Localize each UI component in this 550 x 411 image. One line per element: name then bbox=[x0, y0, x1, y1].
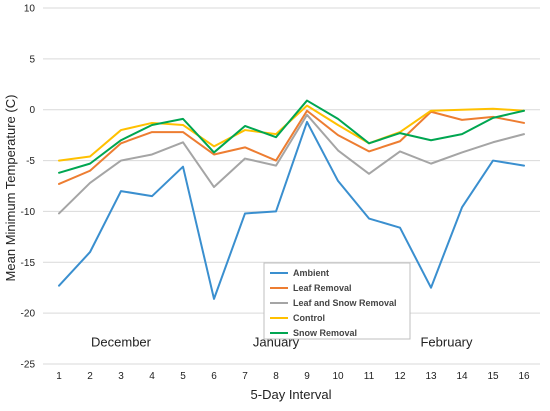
x-tick-label: 14 bbox=[456, 371, 468, 382]
series-line-leaf-removal bbox=[58, 109, 525, 185]
y-tick-label: -25 bbox=[21, 360, 36, 371]
x-tick-label: 3 bbox=[118, 371, 124, 382]
legend-label: Leaf and Snow Removal bbox=[293, 298, 397, 308]
x-tick-label: 6 bbox=[211, 371, 217, 382]
x-tick-label: 2 bbox=[87, 371, 93, 382]
series-line-ambient bbox=[58, 120, 525, 300]
month-label: February bbox=[420, 335, 473, 350]
x-axis-title: 5-Day Interval bbox=[251, 387, 332, 402]
y-tick-label: -10 bbox=[21, 207, 36, 218]
y-tick-label: -20 bbox=[21, 309, 36, 320]
x-tick-label: 11 bbox=[364, 371, 375, 382]
y-tick-label: 10 bbox=[24, 4, 36, 15]
x-tick-label: 5 bbox=[180, 371, 186, 382]
month-label: December bbox=[91, 335, 152, 350]
series-line-leaf-and-snow-removal bbox=[58, 113, 525, 215]
x-tick-label: 13 bbox=[425, 371, 437, 382]
series-line-control bbox=[58, 104, 525, 162]
y-tick-label: 5 bbox=[29, 54, 35, 65]
x-tick-label: 16 bbox=[518, 371, 530, 382]
x-tick-label: 12 bbox=[394, 371, 406, 382]
x-tick-label: 8 bbox=[273, 371, 279, 382]
legend-box bbox=[263, 262, 411, 340]
x-tick-label: 7 bbox=[242, 371, 248, 382]
y-axis-title: Mean Minimum Temperature (C) bbox=[3, 95, 18, 282]
legend-label: Ambient bbox=[293, 268, 329, 278]
x-tick-label: 1 bbox=[56, 371, 62, 382]
y-tick-label: -15 bbox=[21, 258, 36, 269]
legend-label: Control bbox=[293, 313, 325, 323]
legend: Ambient Leaf Removal Leaf and Snow Removal… bbox=[263, 262, 411, 340]
x-tick-label: 10 bbox=[332, 371, 344, 382]
x-tick-label: 15 bbox=[487, 371, 499, 382]
x-tick-label: 4 bbox=[149, 371, 155, 382]
y-tick-label: -5 bbox=[26, 156, 35, 167]
legend-label: Snow Removal bbox=[293, 328, 357, 338]
series-lines bbox=[58, 99, 525, 300]
y-tick-label: 0 bbox=[29, 105, 35, 116]
legend-label: Leaf Removal bbox=[293, 283, 352, 293]
series-line-snow-removal bbox=[58, 99, 525, 174]
x-tick-label: 9 bbox=[304, 371, 310, 382]
